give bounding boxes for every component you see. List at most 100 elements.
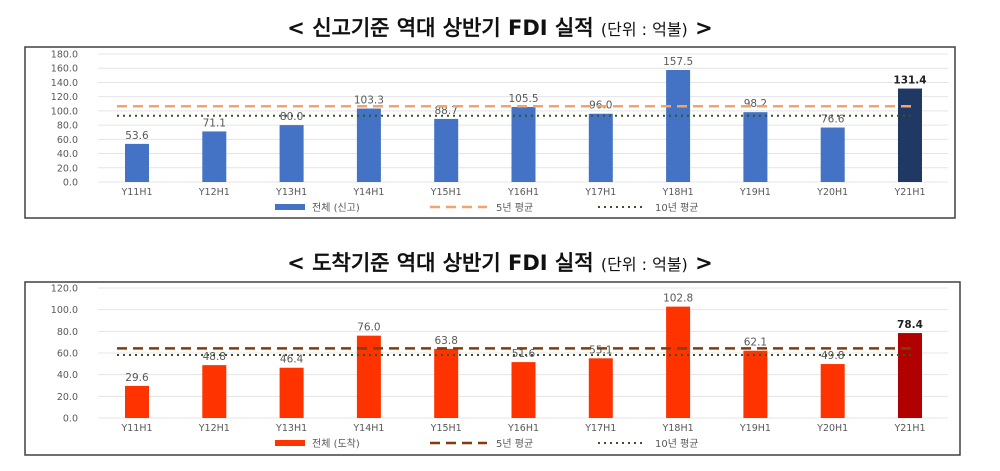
data-label: 102.8 xyxy=(663,293,693,305)
x-tick-label: Y12H1 xyxy=(198,423,230,434)
data-label: 51.6 xyxy=(512,348,536,360)
x-tick-label: Y19H1 xyxy=(739,187,771,198)
chart-0: 0.0 20.0 40.0 60.0 80.0 100.0 120.0 140.0 160.0 1… xyxy=(24,46,956,219)
x-tick-label: Y16H1 xyxy=(507,423,539,434)
y-tick-label: 60.0 xyxy=(57,349,78,360)
data-label: 76.0 xyxy=(357,322,380,334)
bar-Y12H1 xyxy=(202,131,227,182)
chart-title-reported: < 신고기준 역대 상반기 FDI 실적 (단위 : 억불) > xyxy=(0,12,1000,42)
x-tick-label: Y12H1 xyxy=(198,187,230,198)
data-label: 71.1 xyxy=(203,117,226,129)
bar-Y20H1 xyxy=(820,127,845,182)
bar-Y13H1 xyxy=(279,367,304,418)
x-tick-label: Y15H1 xyxy=(430,423,462,434)
x-tick-label: Y14H1 xyxy=(352,423,384,434)
bar-Y19H1 xyxy=(743,350,768,418)
legend-label: 10년 평균 xyxy=(655,202,699,214)
bar-Y16H1 xyxy=(511,362,536,418)
legend-label: 5년 평균 xyxy=(496,202,533,214)
bar-Y15H1 xyxy=(434,118,459,182)
bar-Y11H1 xyxy=(125,385,149,418)
x-tick-label: Y15H1 xyxy=(430,187,462,198)
bar-Y21H1 xyxy=(898,333,922,418)
legend-label: 10년 평균 xyxy=(655,438,699,450)
bar-Y12H1 xyxy=(202,365,227,418)
title-unit: (단위 : 억불) xyxy=(600,255,688,274)
data-label: 103.3 xyxy=(354,95,384,107)
data-label: 49.8 xyxy=(821,350,844,362)
title-end: > xyxy=(695,251,713,275)
data-label: 78.4 xyxy=(897,319,923,331)
y-tick-label: 120.0 xyxy=(51,92,78,103)
y-tick-label: 80.0 xyxy=(57,121,78,132)
legend-swatch-bar xyxy=(275,440,305,446)
title-end: > xyxy=(695,16,713,40)
x-tick-label: Y11H1 xyxy=(120,187,152,198)
bar-Y20H1 xyxy=(820,364,845,418)
y-tick-label: 20.0 xyxy=(57,392,78,403)
chart-frame xyxy=(24,46,956,219)
data-label: 88.7 xyxy=(435,105,458,117)
y-tick-label: 100.0 xyxy=(51,106,78,117)
x-tick-label: Y11H1 xyxy=(120,423,152,434)
chart-frame xyxy=(24,281,961,456)
data-label: 98.2 xyxy=(744,98,767,110)
legend-label: 전체 (도착) xyxy=(312,438,360,450)
x-tick-label: Y13H1 xyxy=(275,423,307,434)
x-tick-label: Y17H1 xyxy=(584,187,616,198)
bar-Y17H1 xyxy=(588,113,613,182)
bar-Y18H1 xyxy=(666,306,691,418)
data-label: 29.6 xyxy=(125,372,149,384)
bar-Y11H1 xyxy=(125,143,149,182)
data-label: 53.6 xyxy=(125,130,149,142)
y-tick-label: 100.0 xyxy=(51,305,78,316)
bar-Y19H1 xyxy=(743,112,768,182)
legend-swatch-bar xyxy=(275,204,305,210)
title-unit: (단위 : 억불) xyxy=(600,20,688,39)
data-label: 131.4 xyxy=(893,75,926,87)
x-tick-label: Y14H1 xyxy=(352,187,384,198)
bar-Y15H1 xyxy=(434,348,459,418)
data-label: 157.5 xyxy=(663,56,693,68)
x-tick-label: Y13H1 xyxy=(275,187,307,198)
legend-label: 전체 (신고) xyxy=(312,202,360,214)
y-tick-label: 40.0 xyxy=(57,370,78,381)
x-tick-label: Y20H1 xyxy=(816,423,848,434)
data-label: 62.1 xyxy=(744,337,767,349)
x-tick-label: Y20H1 xyxy=(816,187,848,198)
bar-Y18H1 xyxy=(666,70,691,182)
y-tick-label: 40.0 xyxy=(57,149,78,160)
legend-label: 5년 평균 xyxy=(496,438,533,450)
x-tick-label: Y19H1 xyxy=(739,423,771,434)
bar-Y13H1 xyxy=(279,125,304,182)
data-label: 48.8 xyxy=(203,351,226,363)
y-tick-label: 180.0 xyxy=(51,50,78,61)
y-tick-label: 20.0 xyxy=(57,163,78,174)
chart-1: 0.0 20.0 40.0 60.0 80.0 100.0 120.0 29.6 Y11H1 48… xyxy=(24,281,961,456)
bar-Y21H1 xyxy=(898,88,922,182)
x-tick-label: Y17H1 xyxy=(584,423,616,434)
bar-Y17H1 xyxy=(588,358,613,418)
title-text: < 도착기준 역대 상반기 FDI 실적 xyxy=(287,251,594,275)
data-label: 80.0 xyxy=(280,111,303,123)
y-tick-label: 0.0 xyxy=(63,414,78,425)
x-tick-label: Y18H1 xyxy=(662,423,694,434)
x-tick-label: Y21H1 xyxy=(893,423,925,434)
x-tick-label: Y18H1 xyxy=(662,187,694,198)
bar-Y16H1 xyxy=(511,106,536,182)
bar-Y14H1 xyxy=(356,108,381,182)
data-label: 46.4 xyxy=(280,354,304,366)
data-label: 105.5 xyxy=(508,93,538,105)
y-tick-label: 60.0 xyxy=(57,135,78,146)
y-tick-label: 140.0 xyxy=(51,78,78,89)
y-tick-label: 160.0 xyxy=(51,64,78,75)
chart-title-arrival: < 도착기준 역대 상반기 FDI 실적 (단위 : 억불) > xyxy=(0,247,1000,277)
x-tick-label: Y16H1 xyxy=(507,187,539,198)
y-tick-label: 0.0 xyxy=(63,178,78,189)
data-label: 63.8 xyxy=(435,335,458,347)
title-text: < 신고기준 역대 상반기 FDI 실적 xyxy=(287,16,594,40)
y-tick-label: 80.0 xyxy=(57,327,78,338)
y-tick-label: 120.0 xyxy=(51,284,78,295)
x-tick-label: Y21H1 xyxy=(893,187,925,198)
